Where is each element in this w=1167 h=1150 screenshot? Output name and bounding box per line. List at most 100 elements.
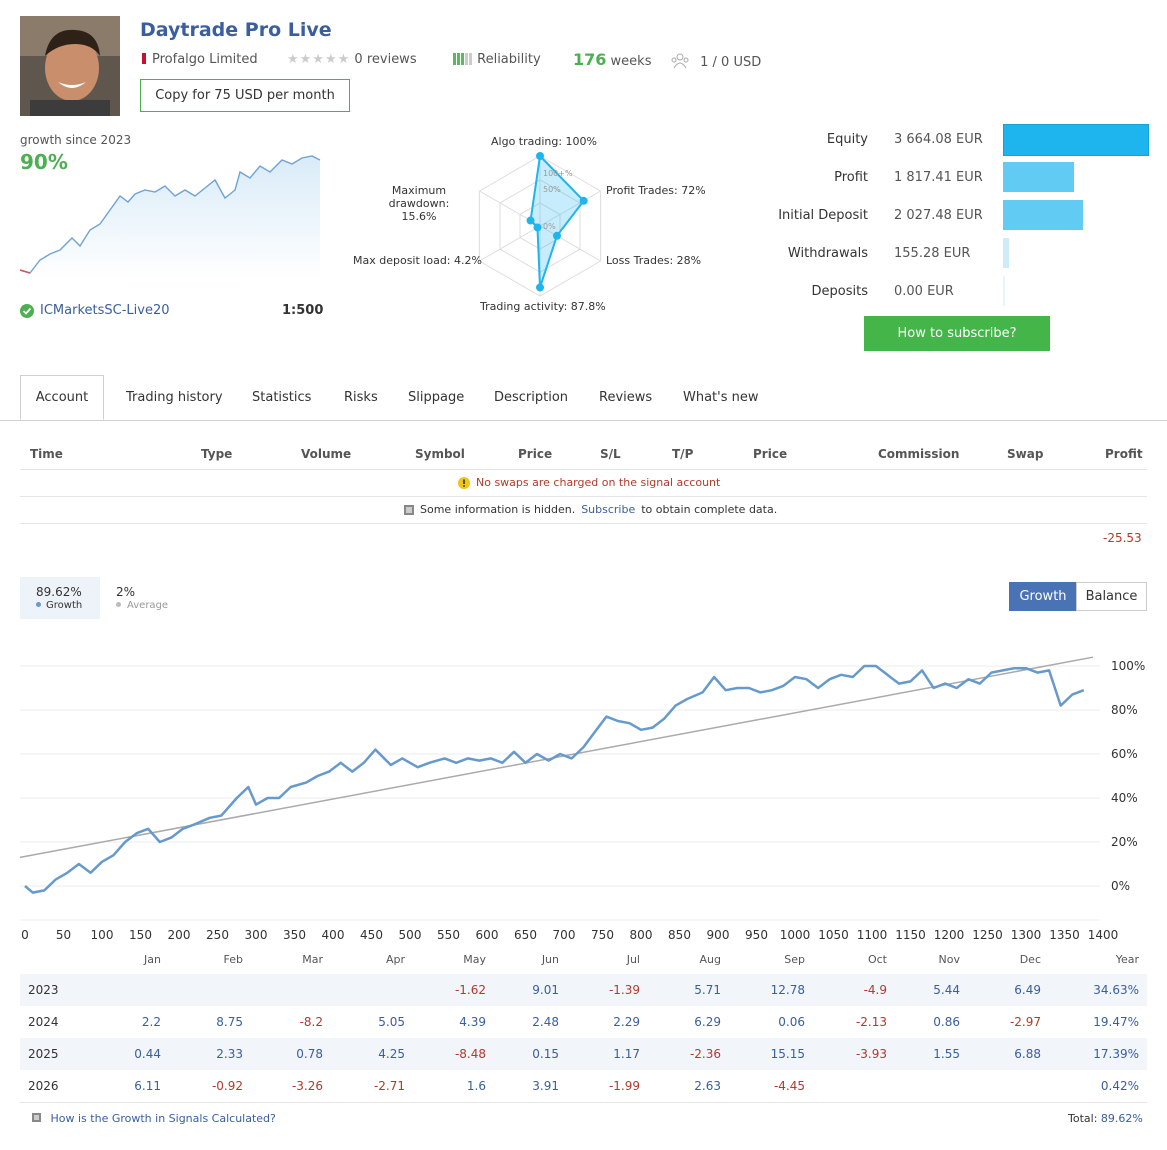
tab-whats-new[interactable]: What's new (683, 390, 759, 405)
reliability: Reliability (453, 52, 541, 67)
x-tick-label: 1350 (1049, 928, 1080, 942)
weeks: 176 weeks (573, 50, 651, 69)
radar-label-profit-trades: Profit Trades: 72% (606, 184, 706, 197)
month-header: Aug (699, 953, 721, 966)
x-tick-label: 1150 (895, 928, 926, 942)
col-swap[interactable]: Swap (1007, 447, 1044, 461)
average-legend-label[interactable]: Average (116, 600, 168, 611)
how-to-subscribe-button[interactable]: How to subscribe? (864, 316, 1050, 351)
x-tick-label: 950 (745, 928, 768, 942)
weeks-number: 176 (573, 50, 607, 69)
growth-calc-link[interactable]: How is the Growth in Signals Calculated? (32, 1112, 276, 1125)
col-time[interactable]: Time (30, 447, 63, 461)
col-price-close[interactable]: Price (753, 447, 788, 461)
col-symbol[interactable]: Symbol (415, 447, 465, 461)
tab-reviews[interactable]: Reviews (599, 390, 653, 405)
subscribe-link[interactable]: Subscribe (581, 503, 636, 516)
average-legend-value[interactable]: 2% (116, 585, 136, 599)
month-header: Dec (1019, 953, 1041, 966)
x-tick-label: 1300 (1010, 928, 1042, 942)
provider-name[interactable]: Profalgo Limited (152, 52, 258, 67)
col-type[interactable]: Type (201, 447, 233, 461)
provider[interactable]: Profalgo Limited (142, 52, 258, 67)
growth-toggle-button[interactable]: Growth (1009, 582, 1077, 611)
reviews-count[interactable]: 0 reviews (354, 52, 417, 67)
growth-dot-icon (36, 602, 41, 607)
x-tick-label: 350 (283, 928, 306, 942)
col-price[interactable]: Price (518, 447, 553, 461)
flag-icon (142, 53, 146, 64)
month-cell: 0.15 (532, 1047, 559, 1061)
profit-total: -25.53 (1103, 531, 1142, 545)
col-commission[interactable]: Commission (878, 447, 960, 461)
users-icon (671, 53, 689, 69)
month-header: Mar (302, 953, 323, 966)
average-dot-icon (116, 602, 121, 607)
col-sl[interactable]: S/L (600, 447, 621, 461)
x-tick-label: 1250 (972, 928, 1003, 942)
equity-value: 1 817.41 EUR (894, 170, 983, 185)
growth-calc-text[interactable]: How is the Growth in Signals Calculated? (50, 1112, 276, 1125)
x-tick-label: 750 (591, 928, 614, 942)
copy-button[interactable]: Copy for 75 USD per month (140, 79, 350, 112)
year-total-cell: 34.63% (1093, 983, 1139, 997)
growth-legend-active[interactable]: 89.62% Growth (20, 577, 100, 619)
x-tick-label: 1100 (856, 928, 888, 942)
month-cell: -2.13 (855, 1015, 887, 1029)
equity-label: Initial Deposit (778, 208, 868, 223)
month-cell: 4.25 (378, 1047, 405, 1061)
month-cell: -1.62 (454, 983, 486, 997)
hidden-info-text-end: to obtain complete data. (641, 503, 778, 516)
y-tick-label: 60% (1111, 747, 1138, 761)
radar-point (526, 216, 535, 225)
mini-growth-chart (20, 155, 321, 280)
divider (20, 496, 1147, 497)
radar-point (552, 231, 561, 240)
year-total-cell: 19.47% (1093, 1015, 1139, 1029)
month-header: Sep (784, 953, 805, 966)
radar-label-activity: Trading activity: 87.8% (480, 300, 606, 313)
tab-risks[interactable]: Risks (344, 390, 378, 405)
month-cell: -3.93 (855, 1047, 887, 1061)
growth-line (24, 664, 1085, 894)
radar-spoke (539, 225, 601, 262)
col-volume[interactable]: Volume (301, 447, 352, 461)
month-cell: -8.48 (454, 1047, 486, 1061)
reliability-bars-icon (453, 52, 473, 67)
year-label: 2026 (28, 1079, 59, 1093)
tab-statistics[interactable]: Statistics (252, 390, 312, 405)
reviews[interactable]: ★★★★★ 0 reviews (287, 52, 417, 67)
radar-ring-label: 0% (543, 222, 556, 231)
month-cell: 2.33 (216, 1047, 243, 1061)
year-row: 2024 2.2 8.75 -8.2 5.05 4.39 2.48 2.29 6.29 0.06 -… (20, 1006, 1147, 1038)
radar-spoke (539, 190, 601, 227)
tab-account[interactable]: Account (20, 375, 104, 420)
signal-title[interactable]: Daytrade Pro Live (140, 19, 332, 41)
equity-value: 0.00 EUR (894, 284, 954, 299)
month-cell: -0.92 (211, 1079, 243, 1093)
month-cell: -4.9 (863, 983, 887, 997)
tab-trading-history[interactable]: Trading history (126, 390, 223, 405)
divider (20, 523, 1147, 524)
tab-slippage[interactable]: Slippage (408, 390, 465, 405)
radar-chart: 100+% 50% 0% (478, 152, 602, 297)
y-tick-label: 20% (1111, 835, 1138, 849)
month-cell: 0.06 (778, 1015, 805, 1029)
month-cell: 6.29 (694, 1015, 721, 1029)
balance-toggle-button[interactable]: Balance (1076, 582, 1147, 611)
total: Total: 89.62% (1068, 1112, 1143, 1125)
month-cell: 5.71 (694, 983, 721, 997)
tab-description[interactable]: Description (494, 390, 569, 405)
radar-label-algo: Algo trading: 100% (491, 135, 598, 148)
year-label: 2025 (28, 1047, 59, 1061)
col-tp[interactable]: T/P (672, 447, 694, 461)
broker[interactable]: ICMarketsSC-Live20 (20, 303, 169, 318)
broker-name[interactable]: ICMarketsSC-Live20 (40, 303, 170, 318)
x-tick-label: 1200 (933, 928, 965, 942)
month-cell: 5.44 (933, 983, 960, 997)
month-cell: 6.88 (1014, 1047, 1041, 1061)
x-tick-label: 450 (360, 928, 383, 942)
year-row: 2025 0.44 2.33 0.78 4.25 -8.48 0.15 1.17 -2.36 15… (20, 1038, 1147, 1070)
col-profit[interactable]: Profit (1105, 447, 1143, 461)
check-circle-icon (20, 303, 34, 318)
